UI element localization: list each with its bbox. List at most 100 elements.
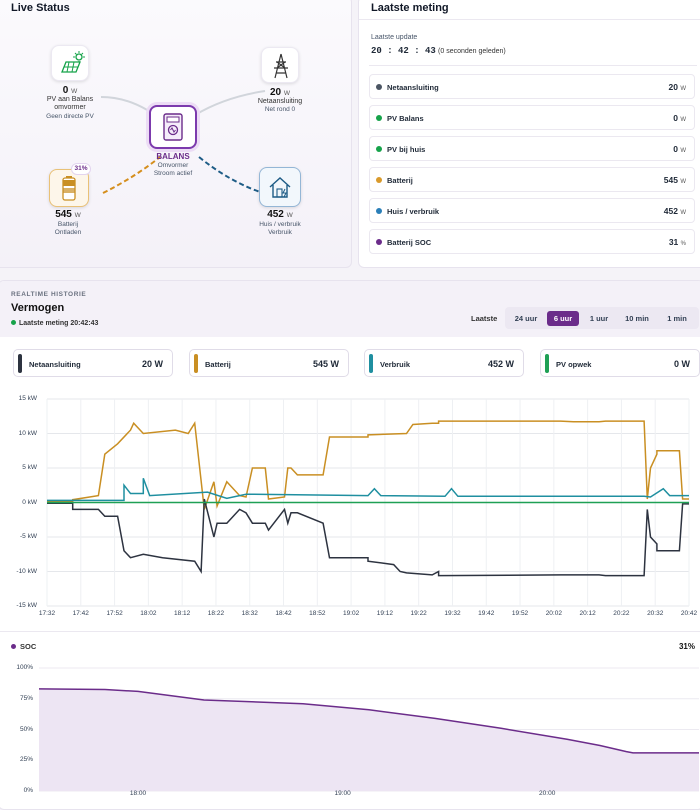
meting-row: Batterij 545 W [369, 167, 695, 192]
tab-1-min[interactable]: 1 min [667, 314, 687, 323]
y-tick-label: 25% [19, 756, 33, 764]
house-icon [269, 177, 291, 198]
tab-10-min[interactable]: 10 min [625, 314, 649, 323]
grid-status: Net rond 0 [264, 106, 296, 113]
meting-row: PV Balans 0 W [369, 105, 695, 130]
meting-row-value: 0 W [673, 144, 686, 154]
y-tick-label: -5 kW [20, 533, 37, 540]
battery-value: 545 W [55, 209, 81, 220]
y-tick-label: 0 kW [22, 498, 37, 506]
range-prefix: Laatste [471, 314, 498, 323]
x-tick-label: 17:52 [106, 610, 123, 617]
value-card: Batterij 545 W [189, 349, 349, 377]
x-tick-label: 20:02 [545, 610, 562, 617]
grid-label: Netaansluiting [257, 98, 303, 105]
center-label: Omvormer [157, 162, 189, 169]
laatste-meting-panel: Laatste meting Laatste update 20 : 42 : … [358, 0, 700, 268]
inverter-node[interactable] [149, 105, 197, 149]
battery-icon [62, 176, 76, 201]
x-tick-label: 19:02 [342, 610, 360, 617]
soc-label: SOC [11, 642, 36, 651]
x-tick-label: 19:12 [376, 610, 394, 617]
center-status: Stroom actief [153, 170, 193, 177]
power-pylon-icon [274, 53, 288, 79]
live-dot-icon [11, 320, 16, 325]
soc-line [38, 688, 699, 754]
house-status: Verbruik [268, 229, 292, 236]
meting-row: Netaansluiting 20 W [369, 74, 695, 99]
grid-node[interactable] [261, 47, 299, 83]
battery-node[interactable] [49, 169, 89, 207]
power-chart[interactable] [0, 391, 700, 621]
y-tick-label: 50% [19, 725, 33, 733]
x-tick-label: 18:52 [309, 610, 326, 617]
x-tick-label: 20:00 [539, 790, 556, 797]
pv-value: 0 W [62, 85, 78, 96]
update-label: Laatste update [371, 34, 418, 41]
tab-6-uur[interactable]: 6 uur [547, 311, 579, 326]
house-node[interactable] [259, 167, 301, 207]
card-value: 0 W [673, 359, 690, 369]
meting-row: PV bij huis 0 W [369, 136, 695, 161]
live-status-panel: Live Status 0 W PV aan Balans omvormer Ge… [0, 0, 352, 268]
battery-label: Batterij [57, 221, 79, 228]
soc-chart[interactable] [0, 656, 700, 796]
card-color-bar [18, 354, 22, 373]
card-color-bar [194, 354, 198, 373]
pv-status: Geen directe PV [46, 113, 94, 120]
meting-row: Huis / verbruik 452 W [369, 198, 695, 223]
x-tick-label: 17:32 [38, 610, 56, 617]
card-label: Netaansluiting [29, 360, 81, 369]
tab-24-uur[interactable]: 24 uur [514, 314, 538, 323]
x-tick-label: 20:32 [647, 610, 664, 617]
status-dot-icon [376, 146, 382, 152]
y-tick-label: 10 kW [18, 429, 37, 437]
card-label: PV opwek [556, 360, 592, 369]
pv-label: PV aan Balans omvormer [46, 96, 94, 111]
meting-row: Batterij SOC 31 % [369, 229, 695, 254]
live-status-title: Live Status [11, 2, 70, 14]
x-tick-label: 19:00 [334, 790, 351, 797]
meting-row-value: 545 W [663, 175, 686, 185]
card-value: 452 W [487, 359, 514, 369]
status-dot-icon [376, 84, 382, 90]
value-card: Netaansluiting 20 W [13, 349, 173, 377]
pv-node[interactable] [51, 45, 89, 81]
status-dot-icon [376, 177, 382, 183]
soc-dot-icon [11, 644, 16, 649]
tab-1-uur[interactable]: 1 uur [589, 314, 609, 323]
meting-row-label: PV Balans [387, 114, 424, 123]
series-line-netaansluiting [47, 498, 689, 577]
meting-row-label: Netaansluiting [387, 83, 439, 92]
house-value: 452 W [267, 209, 293, 220]
grid-value: 20 W [269, 87, 291, 98]
house-label: Huis / verbruik [259, 221, 301, 228]
soc-area [39, 688, 699, 791]
x-tick-label: 20:12 [579, 610, 596, 617]
status-dot-icon [376, 239, 382, 245]
meting-row-label: Huis / verbruik [387, 207, 440, 216]
x-tick-label: 20:22 [613, 610, 630, 617]
status-dot-icon [376, 115, 382, 121]
meting-row-value: 452 W [663, 206, 686, 216]
y-tick-label: 0% [23, 787, 33, 794]
solar-panel-icon [61, 51, 85, 73]
soc-value: 31% [678, 642, 695, 651]
y-tick-label: 75% [19, 694, 33, 702]
inverter-icon [163, 113, 183, 141]
status-dot-icon [376, 208, 382, 214]
meting-row-label: PV bij huis [387, 145, 426, 154]
x-tick-label: 17:42 [72, 610, 89, 617]
center-title: BALANS [156, 152, 190, 161]
x-tick-label: 19:42 [478, 610, 495, 617]
meting-row-value: 0 W [673, 113, 686, 123]
range-tabs: 24 uur 6 uur 1 uur 10 min 1 min [505, 307, 699, 329]
y-tick-label: 15 kW [18, 395, 37, 402]
card-value: 20 W [141, 359, 163, 369]
y-tick-label: -10 kW [16, 567, 37, 575]
card-color-bar [369, 354, 373, 373]
meting-row-value: 20 W [668, 82, 686, 92]
x-tick-label: 19:52 [511, 610, 529, 617]
series-line-batterij [47, 420, 689, 510]
card-value: 545 W [312, 359, 339, 369]
